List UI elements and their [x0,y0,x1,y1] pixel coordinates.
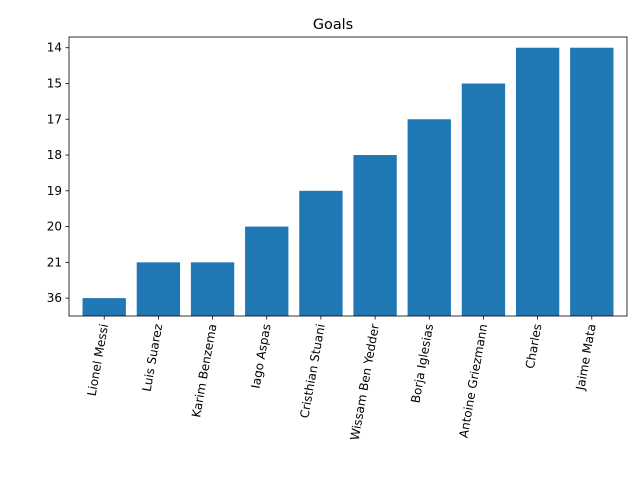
bars-group [82,47,614,317]
x-tick-label: Jaime Mata [573,323,599,392]
y-tick-label: 14 [47,41,62,55]
y-tick-label: 17 [47,112,62,126]
y-tick-label: 20 [47,220,62,234]
x-tick-label: Iago Aspas [248,323,273,390]
axes-frame [68,36,628,317]
bar-lionel-messi [82,298,126,316]
x-tick-label: Lionel Messi [85,323,111,397]
y-tick-label: 15 [47,77,62,91]
bar-luis-suarez [136,262,181,316]
bar-cristhian-stuani [299,190,343,316]
y-axis-ticks: 36 21 20 19 18 17 15 14 [47,41,69,305]
bar-iago-aspas [245,226,289,316]
bar-karim-benzema [190,262,235,316]
bar-jaime-mata [570,47,614,316]
y-tick-label: 36 [47,291,62,305]
x-tick-label: Karim Benzema [189,323,219,419]
bar-borja-iglesias [407,119,451,317]
x-tick-label: Borja Iglesias [408,323,436,404]
x-axis-ticks: Lionel Messi Luis Suarez Karim Benzema Iago… [85,316,599,441]
x-tick-label: Cristhian Stuani [297,323,327,420]
x-tick-label: Wissam Ben Yedder [348,323,382,442]
bar-wissam-ben-yedder [353,155,397,316]
y-tick-label: 18 [47,148,62,162]
y-tick-label: 21 [47,255,62,269]
chart-title: Goals [313,17,353,33]
x-tick-label: Luis Suarez [140,323,166,393]
x-tick-label: Antoine Griezmann [456,323,490,439]
bar-charles [515,47,560,316]
x-tick-label: Charles [523,323,545,370]
bar-antoine-griezmann [461,83,506,316]
y-tick-label: 19 [47,184,62,198]
